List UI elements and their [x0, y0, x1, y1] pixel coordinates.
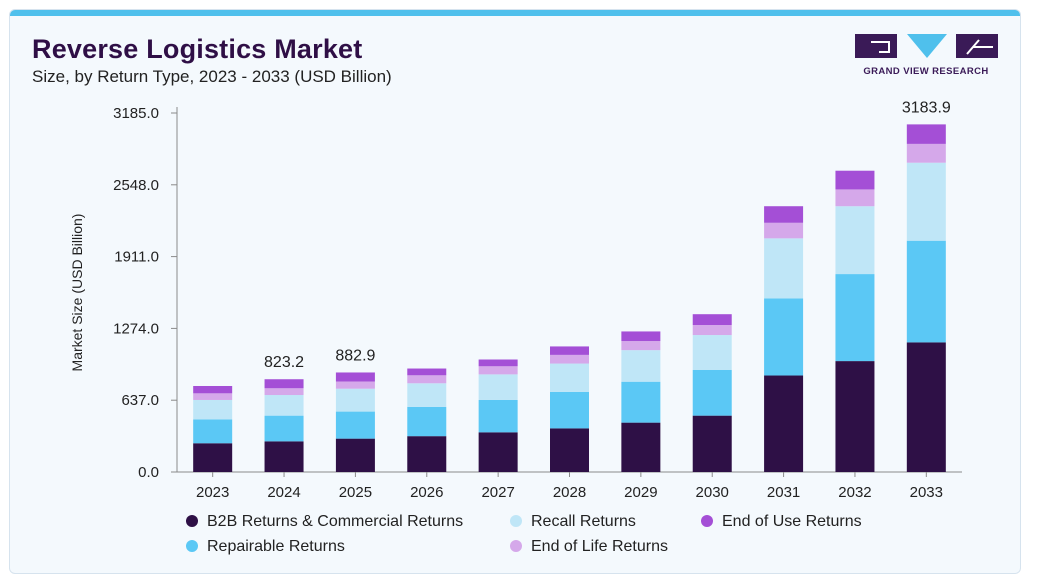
bar-segment	[835, 189, 875, 207]
x-tick-label: 2029	[624, 484, 657, 501]
legend-label: Recall Returns	[531, 513, 636, 530]
legend-label: End of Use Returns	[722, 513, 862, 530]
bar-segment	[335, 388, 375, 412]
bar-segment	[550, 428, 589, 472]
bar-segment	[478, 432, 518, 472]
bar-segment	[906, 240, 946, 343]
bar-segment	[407, 383, 447, 407]
bar-segment	[193, 419, 233, 444]
x-tick-label: 2025	[339, 484, 372, 501]
bar-segment	[550, 354, 589, 364]
data-label: 823.2	[264, 354, 304, 371]
bar-segment	[692, 415, 732, 472]
bar-segment	[550, 363, 589, 392]
x-tick-label: 2031	[767, 484, 800, 501]
bar-segment	[906, 143, 946, 163]
grand-view-research-logo-icon	[855, 34, 998, 58]
bar-segment	[835, 170, 875, 190]
x-tick-label: 2032	[838, 484, 871, 501]
bar-segment	[621, 331, 661, 342]
bar-segment	[764, 222, 804, 239]
bar-segment	[335, 438, 375, 472]
bar-segment	[621, 341, 661, 351]
legend-item: End of Life Returns	[510, 538, 668, 556]
bar-segment	[193, 385, 233, 394]
bar-segment	[835, 206, 875, 275]
bar-segment	[407, 368, 447, 376]
bar-segment	[550, 391, 589, 429]
bar-segment	[193, 393, 233, 400]
legend-swatch-icon	[510, 540, 522, 552]
bar-segment	[335, 381, 375, 389]
x-tick-label: 2030	[696, 484, 729, 501]
bar-segment	[264, 415, 304, 442]
bar-segment	[335, 411, 375, 439]
bar-segment	[764, 206, 804, 223]
bar-segment	[407, 436, 447, 472]
bar-segment	[478, 366, 518, 375]
bar-segment	[335, 372, 375, 382]
chart-subtitle: Size, by Return Type, 2023 - 2033 (USD B…	[32, 67, 392, 86]
bar-segment	[692, 314, 732, 326]
bar-segment	[407, 375, 447, 384]
legend-swatch-icon	[186, 540, 198, 552]
legend-swatch-icon	[701, 515, 713, 527]
legend-label: B2B Returns & Commercial Returns	[207, 513, 464, 530]
bar-segment	[692, 335, 732, 370]
bar-segment	[764, 375, 804, 472]
bar-segment	[478, 359, 518, 367]
bar-segment	[478, 399, 518, 433]
bar-segment	[764, 298, 804, 376]
legend-label: Repairable Returns	[207, 538, 345, 555]
legend-swatch-icon	[186, 515, 198, 527]
bar-segment	[193, 399, 233, 420]
legend-item: B2B Returns & Commercial Returns	[186, 513, 463, 531]
legend-label: End of Life Returns	[531, 538, 668, 555]
brand-name: GRAND VIEW RESEARCH	[863, 66, 989, 77]
x-tick-label: 2027	[481, 484, 514, 501]
legend-item: Recall Returns	[510, 513, 636, 531]
x-tick-label: 2026	[410, 484, 443, 501]
bar-segment	[264, 441, 304, 472]
x-tick-label: 2024	[267, 484, 300, 501]
y-tick-label: 1911.0	[114, 249, 159, 266]
data-label: 3183.9	[902, 99, 951, 116]
bar-segment	[550, 346, 589, 355]
bar-segment	[621, 350, 661, 382]
y-tick-label: 3185.0	[113, 105, 159, 122]
bar-segment	[835, 274, 875, 362]
x-tick-label: 2033	[910, 484, 943, 501]
bar-segment	[264, 388, 304, 396]
bar-segment	[193, 443, 233, 472]
chart-title: Reverse Logistics Market	[32, 34, 363, 64]
y-axis-label: Market Size (USD Billion)	[69, 214, 85, 372]
accent-bar	[10, 10, 1020, 16]
legend-item: End of Use Returns	[701, 513, 862, 531]
legend-swatch-icon	[510, 515, 522, 527]
bar-segment	[906, 342, 946, 472]
y-tick-label: 0.0	[138, 464, 159, 481]
y-tick-label: 637.0	[121, 392, 159, 409]
bar-segment	[906, 124, 946, 144]
y-tick-label: 2548.0	[113, 177, 159, 194]
data-label: 882.9	[335, 347, 375, 364]
bar-segment	[407, 406, 447, 437]
bar-segment	[692, 369, 732, 416]
bar-segment	[906, 162, 946, 241]
legend-item: Repairable Returns	[186, 538, 345, 556]
x-tick-label: 2028	[553, 484, 586, 501]
bar-segment	[621, 422, 661, 472]
bar-segment	[264, 379, 304, 389]
y-tick-label: 1274.0	[113, 320, 159, 337]
bar-segment	[764, 238, 804, 299]
x-tick-label: 2023	[196, 484, 229, 501]
bar-segment	[478, 374, 518, 400]
bar-segment	[835, 361, 875, 472]
bar-segment	[692, 325, 732, 336]
bar-segment	[621, 381, 661, 423]
bar-segment	[264, 395, 304, 416]
